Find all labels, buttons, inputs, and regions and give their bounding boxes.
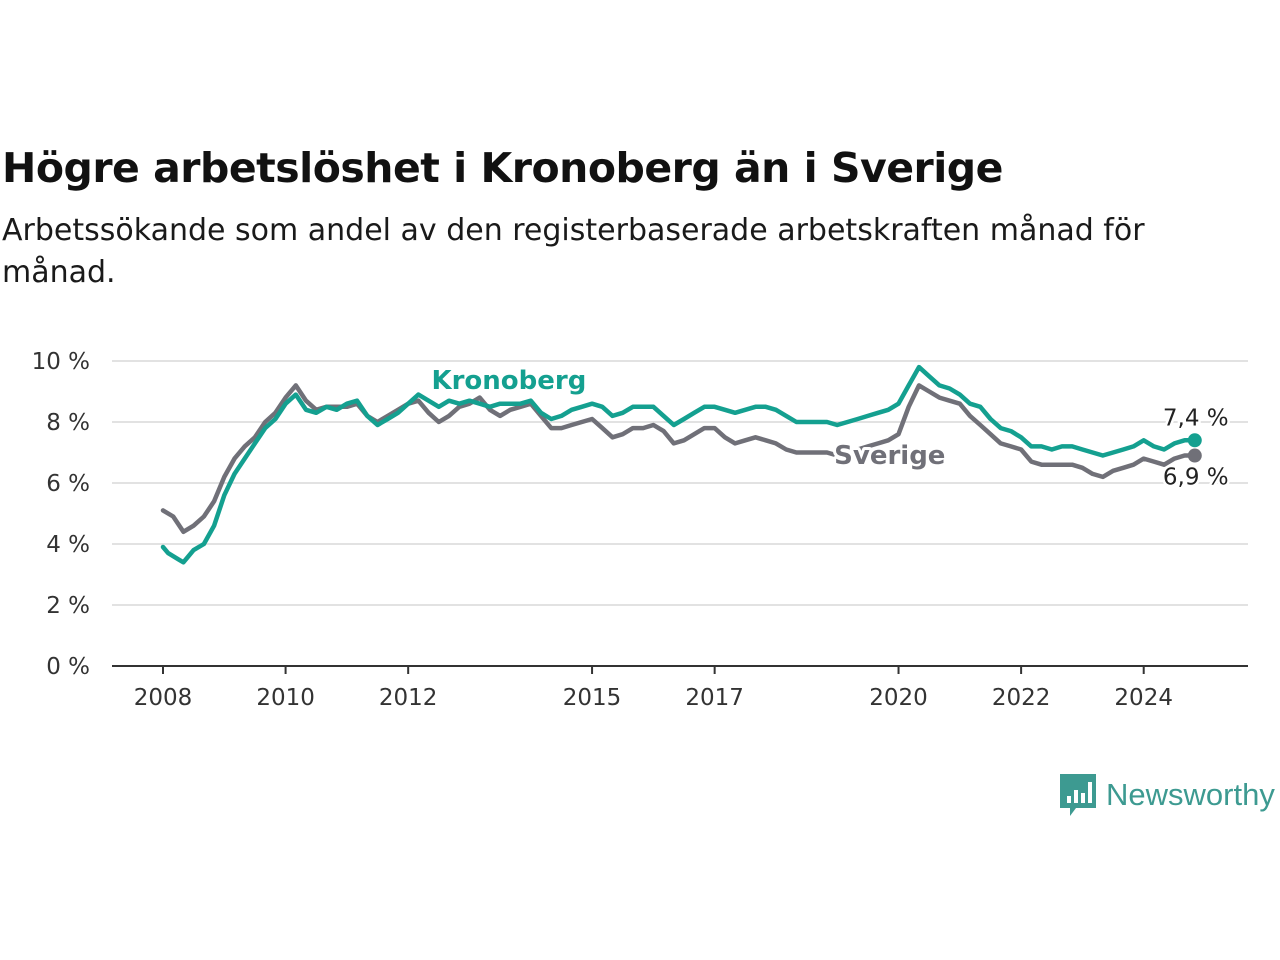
x-tick-label: 2012 — [379, 685, 438, 711]
y-tick-label: 8 % — [46, 410, 90, 436]
brand-name: Newsworthy — [1106, 777, 1275, 812]
gridlines — [112, 360, 1248, 606]
end-point-sverige — [1187, 448, 1202, 463]
y-tick-label: 10 % — [32, 349, 90, 375]
series-line-kronoberg — [160, 364, 1198, 565]
x-tick-label: 2024 — [1114, 685, 1173, 711]
chart-subtitle: Arbetssökande som andel av den registerb… — [2, 213, 1145, 290]
series-label-sverige: Sverige — [834, 441, 945, 471]
series-label-kronoberg: Kronoberg — [431, 366, 586, 396]
x-tick-label: 2010 — [256, 685, 315, 711]
end-value-label-kronoberg: 7,4 % — [1163, 405, 1229, 431]
x-tick-label: 2020 — [869, 685, 928, 711]
chart-title: Högre arbetslöshet i Kronoberg än i Sver… — [2, 144, 1003, 192]
series-lines — [160, 364, 1202, 565]
x-tick-label: 2015 — [563, 685, 622, 711]
x-tick-label: 2008 — [134, 685, 193, 711]
y-tick-label: 4 % — [46, 532, 90, 558]
end-point-kronoberg — [1187, 433, 1202, 448]
series-line-sverige — [160, 383, 1198, 535]
y-tick-label: 0 % — [46, 654, 90, 680]
brand-logo: Newsworthy — [1058, 772, 1275, 818]
x-axis-ticks: 2008 2010 2012 2015 2017 2020 2022 2024 — [134, 666, 1173, 711]
y-axis-ticks: 0 % 2 % 4 % 6 % 8 % 10 % — [32, 349, 90, 680]
series-labels: Kronoberg Sverige 7,4 % 6,9 % — [428, 363, 1231, 493]
x-tick-label: 2022 — [992, 685, 1051, 711]
x-tick-label: 2017 — [685, 685, 744, 711]
y-tick-label: 6 % — [46, 471, 90, 497]
end-value-label-sverige: 6,9 % — [1163, 465, 1229, 491]
newsworthy-logo-icon — [1060, 774, 1096, 816]
y-tick-label: 2 % — [46, 593, 90, 619]
